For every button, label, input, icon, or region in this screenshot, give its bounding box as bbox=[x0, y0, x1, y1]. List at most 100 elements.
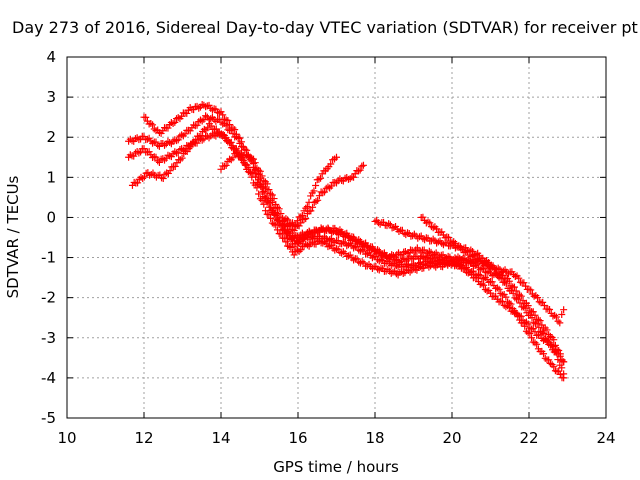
data-point bbox=[155, 158, 163, 166]
data-point bbox=[365, 244, 373, 252]
data-point bbox=[346, 175, 354, 183]
data-point bbox=[158, 174, 166, 182]
data-point bbox=[550, 336, 558, 344]
data-point bbox=[550, 363, 558, 371]
data-point bbox=[263, 180, 271, 188]
data-point bbox=[522, 282, 530, 290]
data-point bbox=[480, 281, 488, 289]
data-point bbox=[207, 122, 215, 130]
data-point bbox=[434, 238, 442, 246]
data-point bbox=[256, 195, 264, 203]
data-point bbox=[355, 167, 362, 175]
data-point bbox=[327, 160, 335, 168]
data-point bbox=[433, 225, 441, 233]
data-point bbox=[274, 216, 282, 224]
data-point bbox=[368, 254, 376, 262]
data-point bbox=[424, 218, 432, 226]
data-point bbox=[401, 256, 409, 264]
data-point bbox=[202, 112, 210, 120]
x-tick-label: 24 bbox=[596, 429, 615, 447]
data-point bbox=[334, 227, 342, 235]
data-point bbox=[339, 231, 347, 239]
data-point bbox=[197, 132, 205, 140]
x-axis-label: GPS time / hours bbox=[273, 458, 399, 476]
data-point bbox=[314, 228, 322, 236]
data-point bbox=[152, 138, 160, 146]
data-point bbox=[556, 370, 564, 378]
data-point bbox=[511, 294, 519, 302]
data-point bbox=[531, 339, 539, 347]
data-point bbox=[149, 121, 157, 129]
data-point bbox=[534, 316, 542, 324]
x-tick-label: 10 bbox=[57, 429, 76, 447]
data-point bbox=[540, 301, 548, 309]
data-point bbox=[429, 235, 437, 243]
data-point bbox=[174, 114, 182, 122]
data-point bbox=[487, 289, 494, 297]
data-point bbox=[534, 294, 542, 302]
data-point bbox=[558, 364, 566, 372]
data-point bbox=[147, 120, 155, 128]
series-track-5 bbox=[217, 149, 340, 229]
data-point bbox=[272, 209, 280, 217]
data-point bbox=[509, 289, 517, 297]
data-point bbox=[302, 215, 310, 223]
data-point bbox=[360, 259, 368, 267]
data-point bbox=[231, 150, 239, 158]
data-point bbox=[324, 243, 332, 251]
data-point bbox=[556, 319, 564, 327]
data-point bbox=[545, 356, 553, 364]
data-point bbox=[499, 267, 507, 275]
data-point bbox=[309, 203, 317, 211]
x-tick-label: 20 bbox=[442, 429, 461, 447]
data-point bbox=[476, 271, 484, 279]
y-axis-label: SDTVAR / TECUs bbox=[4, 175, 22, 298]
data-point bbox=[540, 330, 548, 338]
data-point bbox=[263, 189, 271, 197]
data-point bbox=[217, 108, 225, 116]
data-point bbox=[510, 283, 518, 291]
data-point bbox=[469, 251, 477, 259]
data-point bbox=[268, 191, 276, 199]
data-point bbox=[219, 120, 227, 128]
data-point bbox=[231, 126, 239, 134]
data-point bbox=[126, 151, 134, 159]
data-point bbox=[535, 298, 543, 306]
data-point bbox=[186, 127, 194, 135]
data-point bbox=[302, 204, 310, 212]
data-point bbox=[215, 109, 223, 117]
data-point bbox=[450, 238, 458, 246]
data-point bbox=[241, 145, 249, 153]
data-point bbox=[552, 313, 560, 321]
data-point bbox=[457, 262, 465, 270]
data-point bbox=[220, 162, 228, 170]
data-point bbox=[229, 124, 237, 132]
data-point bbox=[374, 246, 382, 254]
data-point bbox=[166, 139, 174, 147]
data-point bbox=[507, 300, 515, 308]
data-point bbox=[560, 374, 568, 382]
data-point bbox=[333, 153, 340, 161]
data-point bbox=[297, 219, 305, 227]
data-point bbox=[139, 174, 147, 182]
data-point bbox=[280, 217, 288, 225]
data-point bbox=[200, 125, 208, 133]
data-point bbox=[222, 161, 230, 169]
data-point bbox=[425, 263, 433, 271]
data-point bbox=[246, 154, 254, 162]
data-point bbox=[346, 234, 354, 242]
data-point bbox=[295, 222, 303, 230]
data-point bbox=[511, 272, 519, 280]
data-point bbox=[396, 259, 404, 267]
x-axis: 10 12 14 16 18 20 22 24 bbox=[57, 57, 616, 447]
data-point bbox=[482, 258, 490, 266]
data-point bbox=[344, 241, 352, 249]
data-point bbox=[319, 239, 327, 247]
data-point bbox=[560, 306, 568, 314]
data-point bbox=[554, 317, 562, 325]
data-point bbox=[392, 270, 400, 278]
data-point bbox=[150, 125, 158, 133]
data-point bbox=[232, 130, 240, 138]
data-point bbox=[202, 103, 210, 111]
data-point bbox=[331, 246, 339, 254]
